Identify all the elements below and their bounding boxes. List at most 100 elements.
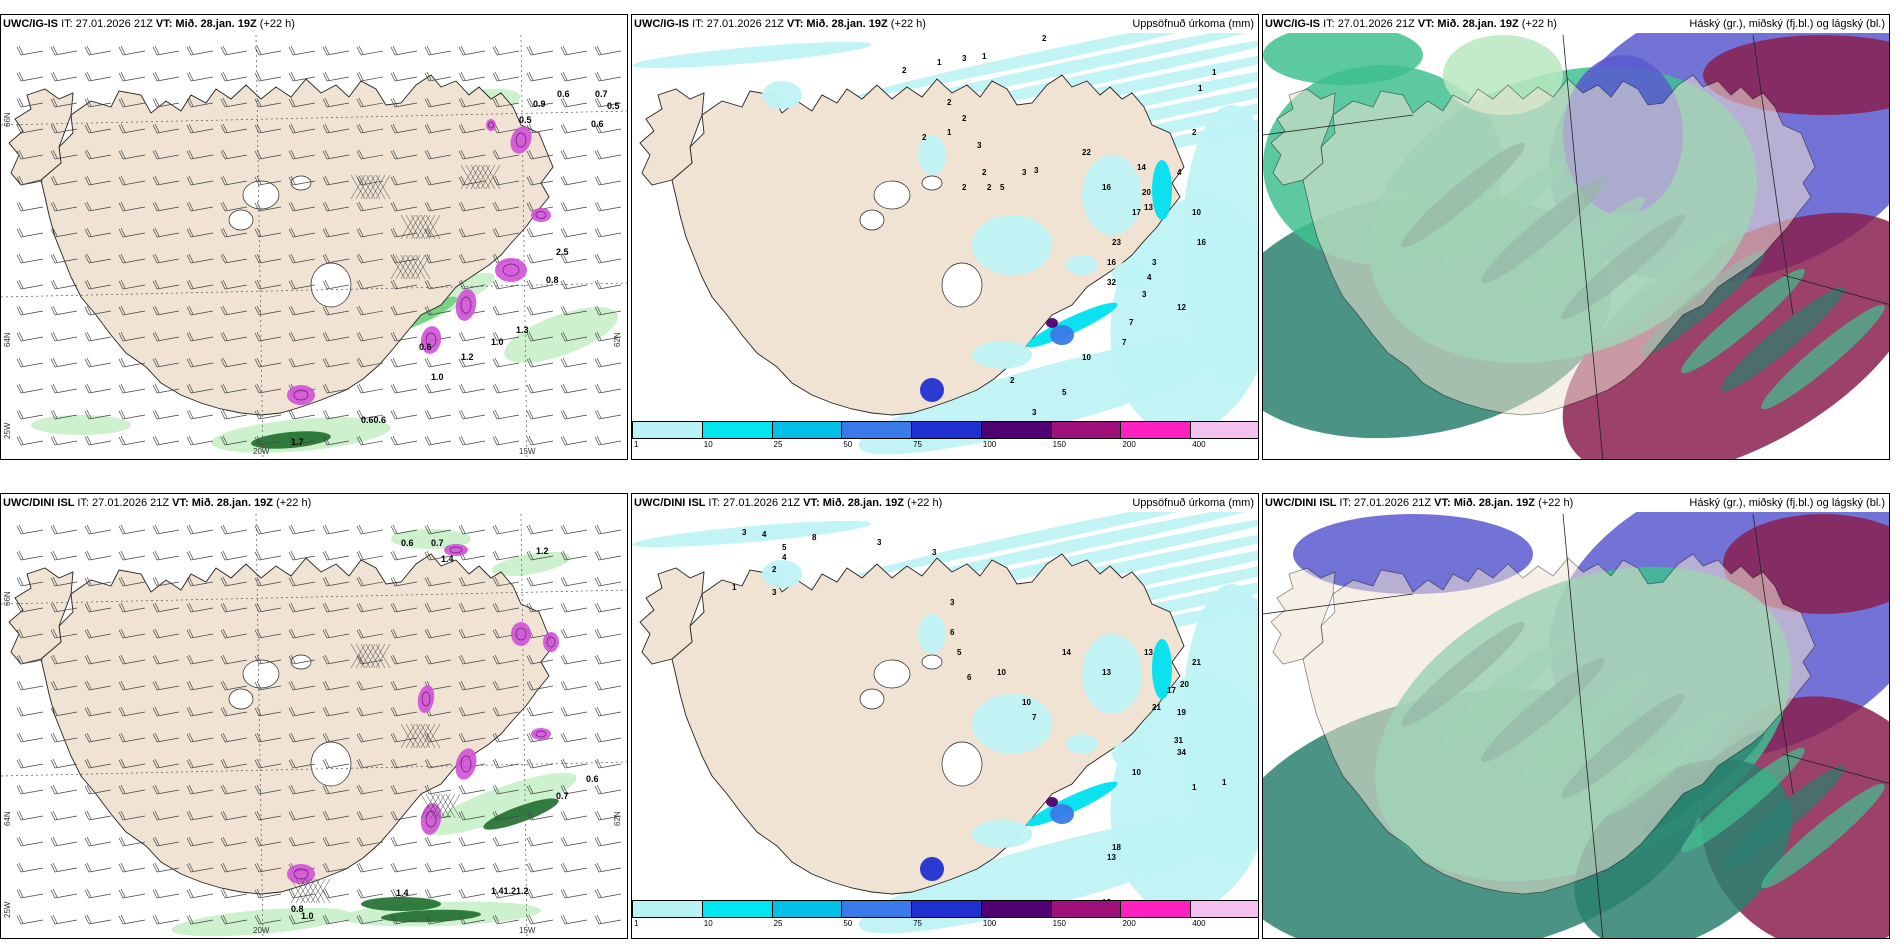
hatched-area xyxy=(350,164,501,280)
precip-amount-label: 22 xyxy=(1082,148,1091,157)
precip-amount-label: 9 xyxy=(1087,938,1092,939)
precip-shading xyxy=(972,341,1032,369)
glacier-outline xyxy=(242,180,280,210)
precip-amount-label: 1 xyxy=(1222,778,1227,787)
precip-amount-label: 2 xyxy=(902,66,907,75)
map-canvas: 0.6 0.70.90.5 0.60.51.31.01.20.61.00.60.61… xyxy=(1,15,627,459)
precip-amount-label: 10 xyxy=(1022,698,1031,707)
precip-amount-label: 2 xyxy=(962,114,967,123)
iceland-landmass xyxy=(639,74,1185,416)
precip-shading xyxy=(918,135,946,175)
precip-amount-label: 5 xyxy=(782,543,787,552)
precip-amount-label: 2 xyxy=(1192,128,1197,137)
precip-value-label: 1.4 xyxy=(396,888,409,898)
precip-shading xyxy=(1112,740,1152,768)
colorbar-tick-label: 150 xyxy=(1052,919,1067,928)
precip-shading xyxy=(632,41,872,69)
glacier-outline xyxy=(859,688,885,710)
lon-label-15w: 15W xyxy=(519,447,536,456)
projection-line xyxy=(1752,34,1794,316)
precip-amount-label: 16 xyxy=(1107,258,1116,267)
colorbar-swatch xyxy=(701,900,773,918)
precip-shading xyxy=(918,614,946,654)
convective-area xyxy=(511,622,531,646)
iceland-landmass xyxy=(1270,567,1336,665)
glacier-outline xyxy=(873,180,911,210)
precip-shading xyxy=(31,415,131,435)
it-label: IT: xyxy=(1339,497,1355,509)
lon-label-20w: 20W xyxy=(253,447,270,456)
precip-amount-label: 4 xyxy=(782,553,787,562)
convective-area xyxy=(455,289,477,321)
it-label: IT: xyxy=(708,497,724,509)
convective-area xyxy=(417,685,435,713)
precip-value-label: 0.7 xyxy=(595,89,608,99)
precip-amount-label: 1 xyxy=(982,52,987,61)
it-label: IT: xyxy=(61,18,76,30)
map-canvas xyxy=(1263,15,1889,459)
convective-area xyxy=(455,748,477,780)
lat-label-right: 62N xyxy=(613,332,622,347)
precip-value-label: 0.5 xyxy=(607,101,620,111)
glacier-outline xyxy=(242,659,280,689)
colorbar-tick-label: 25 xyxy=(773,919,783,928)
vt-label: VT: xyxy=(803,497,823,509)
precip-shading xyxy=(856,494,1248,576)
glacier-outline xyxy=(941,262,983,308)
panel-header: UWC/DINI ISL IT: 27.01.2026 21Z VT: Mið.… xyxy=(632,494,1258,512)
precip-value-label: 0.5 xyxy=(519,115,532,125)
precip-shading xyxy=(1182,105,1258,385)
precip-amount-label: 5 xyxy=(1000,183,1005,192)
cloud-cover-area xyxy=(1293,514,1533,594)
vt-time: Mið. 28.jan. 19Z xyxy=(822,497,908,509)
precip-value-label: 1.2 xyxy=(536,546,549,556)
colorbar-tick-label: 1 xyxy=(634,440,639,449)
map-panel-p6: UWC/DINI ISL IT: 27.01.2026 21Z VT: Mið.… xyxy=(1262,493,1890,939)
precip-amount-label: 3 xyxy=(1034,166,1039,175)
cloud-cover-area xyxy=(1721,286,1845,392)
projection-line xyxy=(1562,513,1604,938)
precip-shading xyxy=(1112,261,1152,289)
precip-shading xyxy=(483,798,559,830)
precip-shading xyxy=(361,897,441,911)
precip-amount-label: 3 xyxy=(977,141,982,150)
model-name: UWC/DINI ISL xyxy=(634,497,709,509)
lead-time: (+22 h) xyxy=(890,18,926,30)
precip-amount-label: 23 xyxy=(1112,238,1121,247)
precip-value-label: 0.7 xyxy=(556,791,569,801)
precip-value-label: 0.7 xyxy=(431,538,444,548)
projection-line xyxy=(1782,274,1889,305)
vt-time: Mið. 28.jan. 19Z xyxy=(175,18,260,30)
precip-value-label: 0.60.6 xyxy=(361,415,386,425)
precip-amount-label: 3 xyxy=(950,598,955,607)
precip-amount-label: 1 xyxy=(947,128,952,137)
precip-amount-label: 4 xyxy=(1177,168,1182,177)
convective-area xyxy=(287,385,315,405)
colorbar-tick-label: 75 xyxy=(913,919,923,928)
precip-amount-label: 6 xyxy=(950,628,955,637)
glacier-outline xyxy=(859,209,885,231)
precip-shading xyxy=(1050,325,1074,345)
precip-shading xyxy=(391,529,471,549)
precip-amount-label: 3 xyxy=(742,528,747,537)
precip-amount-label: 8 xyxy=(812,533,817,542)
precip-value-label: 0.6 xyxy=(586,774,599,784)
precip-amount-label: 2 xyxy=(1042,34,1047,43)
precip-amount-label: 16 xyxy=(1102,183,1111,192)
glacier-outline xyxy=(290,654,312,670)
precip-amount-label: 6 xyxy=(967,673,972,682)
iceland-landmass xyxy=(8,553,554,895)
map-canvas: 0.6 0.7 1.2 1.4 0.7 0.6 1.4 1.41.21.2 0.81.0 xyxy=(1,494,627,938)
precip-amount-label: 14 xyxy=(1062,648,1071,657)
colorbar-swatch xyxy=(701,421,773,439)
precip-shading xyxy=(1046,797,1058,807)
precip-amount-label: 10 xyxy=(1082,353,1091,362)
vt-label: VT: xyxy=(786,18,807,30)
colorbar-tick-label: 50 xyxy=(843,919,853,928)
precip-amount-label: 3 xyxy=(772,588,777,597)
glacier-outline xyxy=(290,175,312,191)
precip-amount-label: 13 xyxy=(1107,853,1116,862)
cloud-cover-area xyxy=(1761,783,1885,889)
panel-header: UWC/DINI ISL IT: 27.01.2026 21Z VT: Mið.… xyxy=(1263,494,1889,512)
precip-amount-label: 5 xyxy=(957,648,962,657)
